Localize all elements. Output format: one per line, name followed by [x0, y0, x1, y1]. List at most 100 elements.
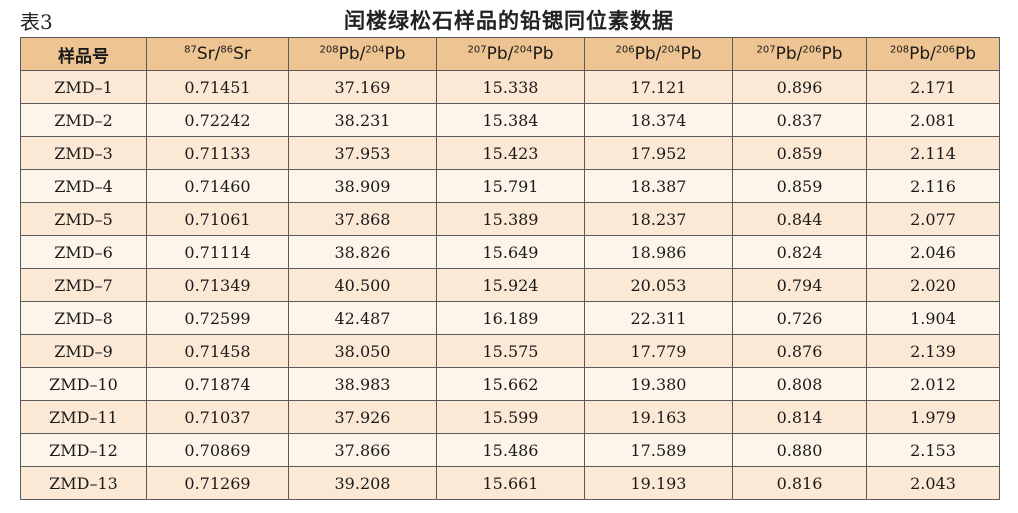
pb207-pb206-cell: 0.859	[732, 169, 867, 203]
pb207-pb204-cell: 15.599	[436, 400, 585, 434]
table-row: ZMD–6 0.71114 38.826 15.649 18.986 0.824 2.046	[20, 235, 1000, 269]
header-text: Pb	[532, 44, 554, 64]
pb208-pb204-cell: 38.231	[288, 103, 437, 137]
header-sup: 208	[319, 44, 339, 56]
header-text: Pb	[954, 44, 976, 64]
sample-id-cell: ZMD–13	[20, 466, 147, 500]
pb207-pb206-cell: 0.837	[732, 103, 867, 137]
pb208-pb206-cell: 2.043	[866, 466, 1000, 500]
header-sup: 206	[802, 44, 822, 56]
header-sup: 207	[467, 44, 487, 56]
header-sup: 207	[756, 44, 776, 56]
pb207-pb204-cell: 16.189	[436, 301, 585, 335]
pb208-pb204-cell: 37.169	[288, 70, 437, 104]
pb208-pb206-cell: 1.979	[866, 400, 1000, 434]
pb207-pb206-cell: 0.794	[732, 268, 867, 302]
sample-id-cell: ZMD–7	[20, 268, 147, 302]
pb207-pb204-cell: 15.924	[436, 268, 585, 302]
pb206-pb204-cell: 18.387	[584, 169, 733, 203]
table-caption: 表3 闰楼绿松石样品的铅锶同位素数据	[20, 4, 998, 34]
pb208-pb206-cell: 2.046	[866, 235, 1000, 269]
pb207-pb206-cell: 0.896	[732, 70, 867, 104]
header-sup: 204	[513, 44, 533, 56]
table-row: ZMD–3 0.71133 37.953 15.423 17.952 0.859 2.114	[20, 136, 1000, 170]
pb207-pb204-cell: 15.662	[436, 367, 585, 401]
pb208-pb206-cell: 2.081	[866, 103, 1000, 137]
isotope-data-table: 样品号 87Sr/86Sr 208Pb/204Pb 207Pb/204Pb 20…	[20, 37, 1000, 500]
pb206-pb204-cell: 20.053	[584, 268, 733, 302]
header-text: Pb/	[486, 44, 514, 64]
sample-id-cell: ZMD–2	[20, 103, 147, 137]
sr87-sr86-cell: 0.71037	[146, 400, 289, 434]
column-header-sr87-sr86: 87Sr/86Sr	[146, 37, 289, 71]
pb208-pb204-cell: 38.983	[288, 367, 437, 401]
pb208-pb206-cell: 2.153	[866, 433, 1000, 467]
header-sup: 208	[889, 44, 910, 56]
pb208-pb204-cell: 42.487	[288, 301, 437, 335]
sr87-sr86-cell: 0.71114	[146, 235, 289, 269]
sample-id-cell: ZMD–8	[20, 301, 147, 335]
table-row: ZMD–8 0.72599 42.487 16.189 22.311 0.726 1.904	[20, 301, 1000, 335]
table-row: ZMD–10 0.71874 38.983 15.662 19.380 0.808 2.01…	[20, 367, 1000, 401]
header-sup: 206	[615, 44, 635, 56]
table-row: ZMD–2 0.72242 38.231 15.384 18.374 0.837 2.081	[20, 103, 1000, 137]
header-text: 样品号	[58, 46, 109, 67]
pb207-pb204-cell: 15.486	[436, 433, 585, 467]
table-row: ZMD–4 0.71460 38.909 15.791 18.387 0.859 2.116	[20, 169, 1000, 203]
pb206-pb204-cell: 19.193	[584, 466, 733, 500]
sr87-sr86-cell: 0.72599	[146, 301, 289, 335]
pb208-pb206-cell: 2.077	[866, 202, 1000, 236]
pb208-pb204-cell: 37.868	[288, 202, 437, 236]
sample-id-cell: ZMD–5	[20, 202, 147, 236]
table-row: ZMD–1 0.71451 37.169 15.338 17.121 0.896 2.171	[20, 70, 1000, 104]
sample-id-cell: ZMD–11	[20, 400, 147, 434]
pb206-pb204-cell: 18.986	[584, 235, 733, 269]
pb206-pb204-cell: 17.121	[584, 70, 733, 104]
column-header-pb208-pb204: 208Pb/204Pb	[288, 37, 437, 71]
pb206-pb204-cell: 17.952	[584, 136, 733, 170]
header-sup: 87	[184, 44, 197, 56]
pb208-pb204-cell: 38.050	[288, 334, 437, 368]
sr87-sr86-cell: 0.71349	[146, 268, 289, 302]
column-header-pb207-pb204: 207Pb/204Pb	[436, 37, 585, 71]
pb208-pb204-cell: 37.926	[288, 400, 437, 434]
header-sup: 204	[661, 44, 681, 56]
header-text: Pb/	[775, 44, 803, 64]
table-row: ZMD–11 0.71037 37.926 15.599 19.163 0.814 1.97…	[20, 400, 1000, 434]
pb207-pb206-cell: 0.876	[732, 334, 867, 368]
pb207-pb204-cell: 15.384	[436, 103, 585, 137]
sr87-sr86-cell: 0.70869	[146, 433, 289, 467]
pb208-pb204-cell: 38.909	[288, 169, 437, 203]
table-row: ZMD–9 0.71458 38.050 15.575 17.779 0.876 2.139	[20, 334, 1000, 368]
header-text: Pb/	[909, 44, 936, 64]
pb208-pb206-cell: 2.114	[866, 136, 1000, 170]
pb207-pb204-cell: 15.791	[436, 169, 585, 203]
sample-id-cell: ZMD–4	[20, 169, 147, 203]
pb208-pb206-cell: 2.139	[866, 334, 1000, 368]
sr87-sr86-cell: 0.71061	[146, 202, 289, 236]
pb208-pb204-cell: 40.500	[288, 268, 437, 302]
table-row: ZMD–5 0.71061 37.868 15.389 18.237 0.844 2.077	[20, 202, 1000, 236]
pb208-pb204-cell: 39.208	[288, 466, 437, 500]
pb207-pb206-cell: 0.844	[732, 202, 867, 236]
table-label: 表3	[20, 10, 53, 34]
pb208-pb206-cell: 2.171	[866, 70, 1000, 104]
pb208-pb206-cell: 2.116	[866, 169, 1000, 203]
header-sup: 206	[935, 44, 955, 56]
header-sup: 86	[220, 44, 234, 56]
sr87-sr86-cell: 0.71133	[146, 136, 289, 170]
pb206-pb204-cell: 17.589	[584, 433, 733, 467]
pb207-pb204-cell: 15.338	[436, 70, 585, 104]
pb207-pb206-cell: 0.859	[732, 136, 867, 170]
pb208-pb206-cell: 1.904	[866, 301, 1000, 335]
sample-id-cell: ZMD–10	[20, 367, 147, 401]
pb206-pb204-cell: 22.311	[584, 301, 733, 335]
sample-id-cell: ZMD–12	[20, 433, 147, 467]
table-header-row: 样品号 87Sr/86Sr 208Pb/204Pb 207Pb/204Pb 20…	[20, 37, 1000, 71]
pb207-pb206-cell: 0.824	[732, 235, 867, 269]
table-row: ZMD–13 0.71269 39.208 15.661 19.193 0.816 2.04…	[20, 466, 1000, 500]
header-text: Pb	[821, 44, 843, 64]
pb206-pb204-cell: 17.779	[584, 334, 733, 368]
sample-id-cell: ZMD–1	[20, 70, 147, 104]
pb207-pb206-cell: 0.726	[732, 301, 867, 335]
